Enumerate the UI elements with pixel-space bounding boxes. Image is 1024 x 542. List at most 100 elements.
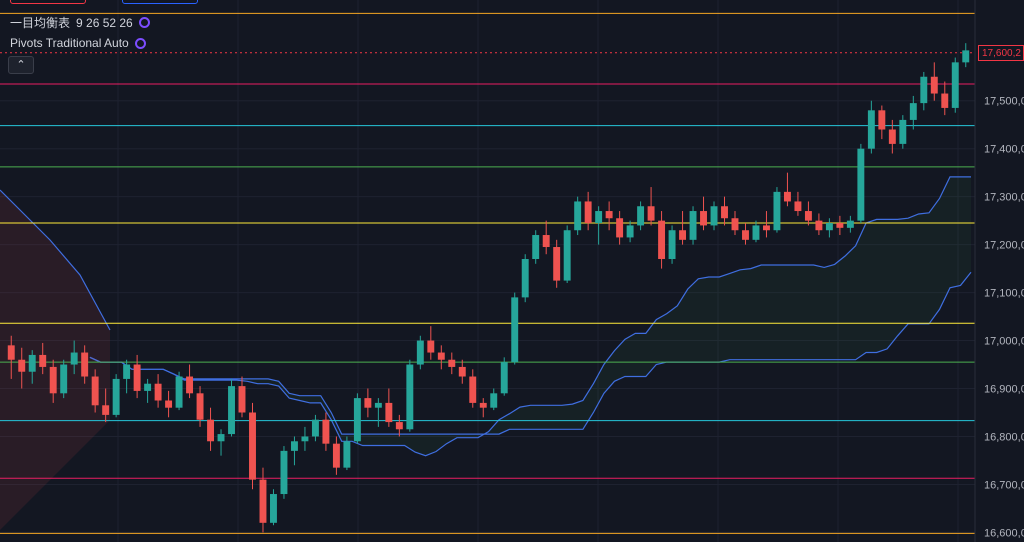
candle-body (846, 220, 854, 228)
candle-body (479, 402, 487, 408)
cloud-fill (89, 176, 971, 456)
candle-body (49, 366, 57, 394)
candle-body (647, 206, 655, 221)
candle-body (511, 297, 519, 363)
price-axis[interactable]: 17,500,0 17,400,0 17,300,0 17,200,0 17,100,0… (974, 0, 1024, 542)
candle-body (81, 352, 89, 377)
candle-body (700, 211, 707, 226)
candle-body (500, 362, 508, 394)
candle-body (28, 354, 36, 372)
candle-body (165, 400, 173, 408)
candle-body (437, 352, 445, 360)
settings-icon[interactable] (138, 17, 150, 28)
ichimoku-params: 9 26 52 26 (76, 15, 133, 30)
candle-body (374, 402, 382, 408)
candle-body (637, 206, 645, 226)
candle-body (532, 235, 540, 260)
y-tick-label: 16,900,0 (984, 384, 1024, 396)
candle-body (228, 386, 235, 435)
candle-body (595, 211, 603, 224)
candle-body (930, 76, 938, 94)
collapse-legend-button[interactable]: ⌃ (8, 56, 34, 74)
candle-body (416, 340, 424, 365)
candle-body (18, 359, 26, 372)
candle-body (867, 110, 875, 149)
candle-body (899, 119, 907, 144)
candle-body (395, 422, 403, 430)
candle-body (521, 259, 529, 298)
y-tick-label: 16,600,0 (984, 527, 1024, 539)
candle-body (60, 364, 68, 394)
top-button-right[interactable] (122, 0, 198, 4)
candle-body (353, 398, 361, 442)
candle-body (154, 383, 162, 401)
candle-body (385, 402, 393, 423)
candle-body (825, 223, 833, 231)
candle-body (962, 50, 970, 63)
candle-body (731, 218, 739, 231)
candle-body (888, 129, 896, 144)
y-tick-label: 16,700,0 (984, 479, 1024, 491)
candle-body (773, 191, 781, 231)
candle-body (668, 230, 676, 260)
y-tick-label: 17,400,0 (984, 144, 1024, 156)
candle-body (920, 76, 928, 104)
candle-body (742, 230, 749, 240)
candle-body (238, 386, 246, 413)
candle-body (322, 419, 330, 444)
y-tick-label: 17,500,0 (984, 96, 1024, 108)
candle-body (658, 220, 666, 260)
candle-body (259, 479, 267, 523)
candle-body (70, 352, 78, 365)
candle-body (175, 376, 183, 408)
candle-body (794, 201, 802, 212)
candle-body (721, 206, 728, 219)
candle-body (102, 405, 110, 415)
y-tick-label: 17,300,0 (984, 192, 1024, 204)
candle-body (311, 419, 319, 437)
pivot-levels (0, 12, 975, 534)
settings-icon[interactable] (134, 37, 146, 49)
candle-body (836, 223, 844, 228)
candle-body (909, 103, 917, 120)
candle-body (584, 201, 592, 224)
candlesticks[interactable] (7, 43, 970, 533)
candle-body (196, 393, 204, 420)
ichimoku-cloud (0, 176, 972, 530)
top-button-left[interactable] (10, 0, 86, 4)
candle-body (112, 378, 120, 415)
candle-body (783, 191, 791, 202)
candle-body (553, 247, 561, 281)
candle-body (217, 434, 225, 442)
candle-body (133, 364, 141, 391)
candle-body (951, 62, 959, 108)
candle-body (123, 364, 131, 379)
price-axis-bg (975, 0, 1024, 542)
candle-body (563, 230, 571, 281)
ichimoku-legend[interactable]: 一目均衡表 9 26 52 26 (10, 14, 150, 31)
y-tick-label: 17,200,0 (984, 240, 1024, 252)
cloud-fill (0, 190, 110, 530)
candle-body (815, 220, 823, 231)
candle-body (679, 230, 687, 240)
candle-body (280, 450, 288, 495)
candle-body (343, 441, 351, 468)
candle-body (574, 201, 582, 231)
candle-body (290, 441, 298, 451)
candle-body (689, 211, 697, 240)
candle-body (270, 494, 277, 523)
candle-body (301, 436, 309, 442)
last-price-label: 17,600,2 (982, 48, 1021, 59)
y-tick-label: 16,800,0 (984, 431, 1024, 443)
candle-body (469, 376, 477, 403)
y-tick-label: 17,100,0 (984, 288, 1024, 300)
candle-body (427, 340, 435, 353)
leading-span-a (0, 189, 111, 331)
candle-body (763, 225, 770, 231)
candle-body (616, 218, 624, 238)
candle-body (458, 366, 466, 377)
y-tick-label: 17,000,0 (984, 336, 1024, 348)
pivots-legend[interactable]: Pivots Traditional Auto (10, 36, 146, 50)
grid (0, 0, 975, 542)
